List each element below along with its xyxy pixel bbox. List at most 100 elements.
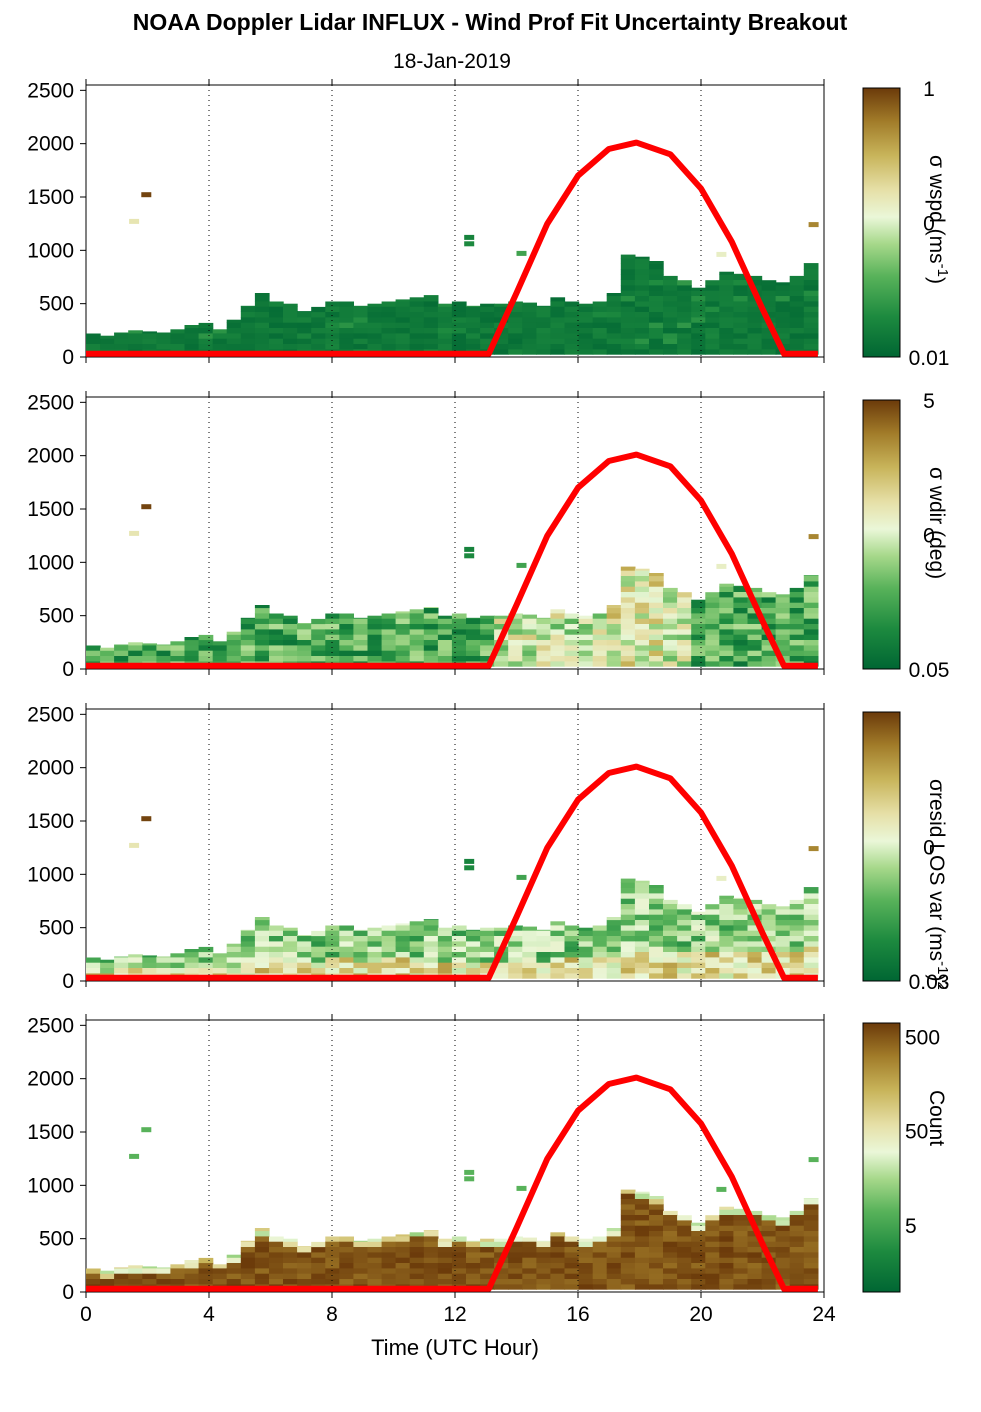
- heatmap-cell: [663, 941, 678, 947]
- heatmap-cell: [451, 1241, 467, 1247]
- heatmap-cell: [367, 935, 383, 942]
- heatmap-cell: [381, 333, 397, 339]
- heatmap-cell: [395, 946, 411, 952]
- heatmap-cell: [353, 655, 369, 662]
- heatmap-cell: [536, 957, 552, 963]
- heatmap-cell: [663, 1284, 678, 1290]
- heatmap-cell: [733, 607, 749, 614]
- heatmap-cell: [423, 618, 439, 624]
- heatmap-cell: [677, 1257, 692, 1263]
- heatmap-cell: [803, 613, 819, 619]
- heatmap-cell: [733, 1214, 749, 1221]
- heatmap-cell: [142, 957, 157, 963]
- heatmap-cell: [775, 282, 791, 286]
- heatmap-cell: [283, 957, 298, 963]
- heatmap-cell: [775, 1220, 791, 1226]
- heatmap-cell: [733, 935, 749, 942]
- heatmap-cell: [719, 935, 734, 942]
- heatmap-cell: [297, 1257, 312, 1263]
- heatmap-cell: [775, 925, 791, 931]
- heatmap-cell: [395, 645, 411, 651]
- heatmap-cell: [240, 1246, 256, 1253]
- heatmap-cell: [170, 953, 186, 958]
- heatmap-cell: [381, 1236, 397, 1242]
- heatmap-cell: [761, 290, 777, 296]
- isolated-cell: [716, 875, 727, 881]
- heatmap-cell: [437, 317, 453, 323]
- isolated-cell: [516, 562, 527, 568]
- heatmap-cell: [395, 327, 411, 334]
- heatmap-cell: [733, 1209, 749, 1215]
- heatmap-cell: [226, 343, 242, 350]
- heatmap-cell: [789, 645, 805, 651]
- heatmap-cell: [212, 641, 228, 646]
- heatmap-cell: [733, 317, 749, 323]
- heatmap-cell: [437, 343, 453, 350]
- heatmap-cell: [634, 1191, 650, 1194]
- heatmap-cell: [423, 1252, 439, 1258]
- x-tick-label: 12: [443, 1303, 466, 1326]
- heatmap-cell: [719, 1246, 734, 1253]
- heatmap-cell: [353, 650, 369, 656]
- heatmap-cell: [480, 1268, 495, 1274]
- heatmap-cell: [620, 1246, 636, 1253]
- heatmap-cell: [381, 327, 397, 334]
- heatmap-cell: [269, 957, 284, 963]
- heatmap-cell: [705, 1284, 720, 1290]
- heatmap-cell: [564, 935, 580, 942]
- heatmap-cell: [156, 332, 172, 334]
- heatmap-cell: [142, 1268, 157, 1274]
- heatmap-cell: [254, 333, 270, 339]
- heatmap-cell: [691, 661, 706, 667]
- heatmap-cell: [606, 967, 622, 974]
- heatmap-cell: [733, 306, 749, 312]
- heatmap-cell: [564, 1284, 580, 1290]
- heatmap-cell: [747, 591, 763, 598]
- heatmap-cell: [634, 1252, 650, 1258]
- heatmap-cell: [592, 317, 608, 323]
- heatmap-cell: [747, 338, 763, 344]
- heatmap-cell: [550, 1241, 566, 1247]
- heatmap-cell: [550, 327, 566, 334]
- heatmap-cell: [283, 1278, 298, 1285]
- heatmap-cell: [789, 285, 805, 291]
- heatmap-cell: [480, 311, 495, 318]
- heatmap-cell: [677, 597, 692, 603]
- heatmap-cell: [606, 1246, 622, 1253]
- heatmap-cell: [297, 946, 312, 952]
- heatmap-cell: [775, 333, 791, 339]
- heatmap-cell: [564, 1268, 580, 1274]
- heatmap-cell: [803, 1252, 819, 1258]
- heatmap-cell: [747, 1268, 763, 1274]
- heatmap-cell: [184, 637, 200, 641]
- heatmap-cell: [775, 322, 791, 328]
- heatmap-cell: [634, 570, 650, 576]
- heatmap-cell: [634, 256, 650, 259]
- heatmap-cell: [114, 645, 129, 651]
- heatmap-cell: [705, 333, 720, 339]
- heatmap-cell: [620, 661, 636, 667]
- heatmap-cell: [212, 333, 228, 339]
- heatmap-cell: [634, 1268, 650, 1274]
- heatmap-cell: [649, 930, 664, 936]
- heatmap-cell: [634, 613, 650, 619]
- heatmap-cell: [789, 1220, 805, 1226]
- heatmap-cell: [240, 305, 256, 307]
- heatmap-cell: [789, 290, 805, 296]
- heatmap-cell: [747, 613, 763, 619]
- heatmap-cell: [705, 650, 720, 656]
- heatmap-cell: [395, 611, 411, 614]
- heatmap-cell: [170, 957, 186, 963]
- heatmap-cell: [254, 951, 270, 958]
- colorbar: [862, 711, 901, 982]
- heatmap-cell: [634, 327, 650, 334]
- heatmap-cell: [803, 263, 819, 264]
- heatmap-cell: [466, 941, 481, 947]
- heatmap-cell: [480, 1257, 495, 1263]
- heatmap-cell: [198, 1278, 214, 1285]
- heatmap-cell: [367, 327, 383, 334]
- heatmap-cell: [663, 587, 678, 592]
- heatmap-cell: [466, 1252, 481, 1258]
- heatmap-cell: [649, 295, 664, 302]
- heatmap-cell: [198, 322, 214, 329]
